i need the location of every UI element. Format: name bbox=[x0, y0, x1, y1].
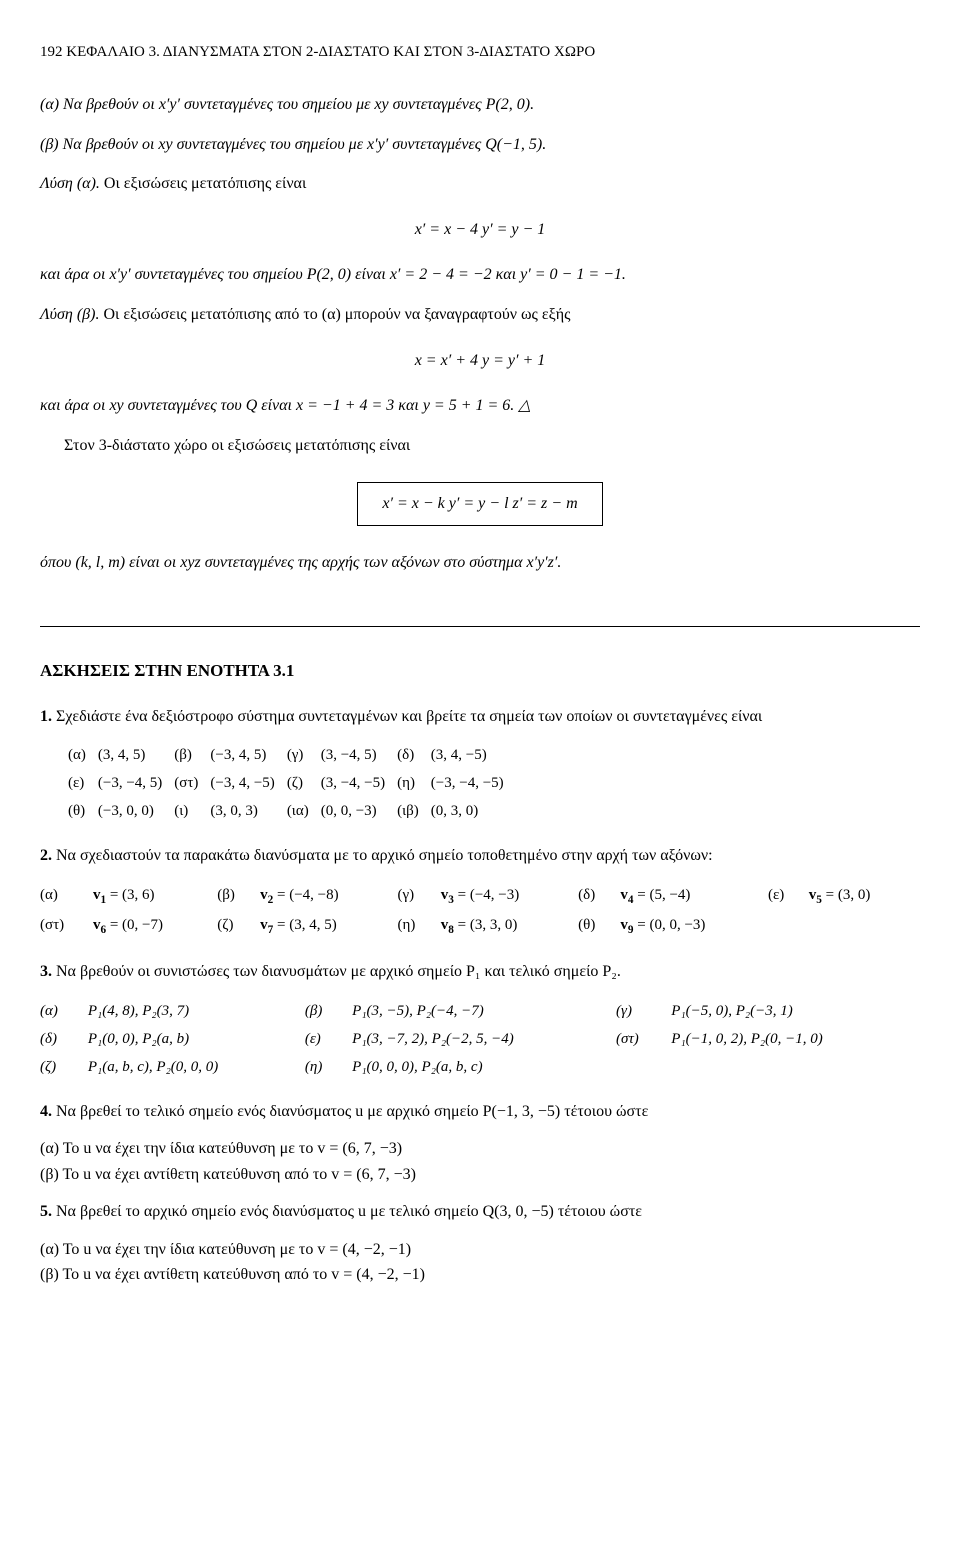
table-cell: (β) bbox=[217, 881, 260, 911]
table-cell: P₁(−5, 0), P₂(−3, 1) bbox=[671, 997, 920, 1025]
exercise-1-table: (α)(3, 4, 5)(β)(−3, 4, 5)(γ)(3, −4, 5)(δ… bbox=[68, 741, 516, 825]
table-cell: (−3, −4, −5) bbox=[431, 769, 516, 797]
table-cell: (στ) bbox=[40, 911, 93, 941]
table-cell: (ε) bbox=[68, 769, 98, 797]
table-cell: v9 = (0, 0, −3) bbox=[620, 911, 768, 941]
table-cell: P₁(a, b, c), P₂(0, 0, 0) bbox=[88, 1053, 305, 1081]
intro-3d: Στον 3-διάστατο χώρο οι εξισώσεις μετατό… bbox=[40, 433, 920, 459]
equation-box-3d: x′ = x − k y′ = y − l z′ = z − m bbox=[40, 482, 920, 526]
table-cell: (3, 4, 5) bbox=[98, 741, 174, 769]
table-cell: (0, 0, −3) bbox=[321, 797, 397, 825]
table-cell: P₁(3, −7, 2), P₂(−2, 5, −4) bbox=[352, 1025, 616, 1053]
table-cell: P₁(0, 0, 0), P₂(a, b, c) bbox=[352, 1053, 616, 1081]
equation-2: x = x′ + 4 y = y′ + 1 bbox=[40, 348, 920, 374]
table-cell: (δ) bbox=[40, 1025, 88, 1053]
table-cell: (δ) bbox=[397, 741, 431, 769]
exercise-1-intro: 1. Σχεδιάστε ένα δεξιόστροφο σύστημα συν… bbox=[40, 704, 920, 730]
page-header: 192 ΚΕΦΑΛΑΙΟ 3. ΔΙΑΝΥΣΜΑΤΑ ΣΤΟΝ 2-ΔΙΑΣΤΑ… bbox=[40, 40, 920, 64]
table-cell: (ζ) bbox=[217, 911, 260, 941]
table-cell: P₁(4, 8), P₂(3, 7) bbox=[88, 997, 305, 1025]
table-cell: v1 = (3, 6) bbox=[93, 881, 217, 911]
problem-a: (α) Να βρεθούν οι x′y′ συντεταγμένες του… bbox=[40, 92, 920, 118]
solution-a-result: και άρα οι x′y′ συντεταγμένες του σημείο… bbox=[40, 262, 920, 288]
table-cell: (α) bbox=[40, 881, 93, 911]
table-cell: (3, −4, −5) bbox=[321, 769, 397, 797]
exercise-2-table: (α)v1 = (3, 6)(β)v2 = (−4, −8)(γ)v3 = (−… bbox=[40, 881, 920, 941]
table-cell: (−3, 4, −5) bbox=[210, 769, 286, 797]
table-cell: (δ) bbox=[578, 881, 620, 911]
table-cell: (3, 4, −5) bbox=[431, 741, 516, 769]
table-cell: (ιβ) bbox=[397, 797, 431, 825]
table-cell: v5 = (3, 0) bbox=[809, 881, 920, 911]
table-cell: (γ) bbox=[287, 741, 321, 769]
table-cell: (στ) bbox=[616, 1025, 671, 1053]
table-cell: (α) bbox=[68, 741, 98, 769]
table-cell: (3, 0, 3) bbox=[210, 797, 286, 825]
table-cell: (θ) bbox=[68, 797, 98, 825]
solution-b-label: Λύση (β). Οι εξισώσεις μετατόπισης από τ… bbox=[40, 302, 920, 328]
table-cell: (β) bbox=[305, 997, 352, 1025]
exercise-4-a: (α) Το u να έχει την ίδια κατεύθυνση με … bbox=[40, 1136, 920, 1162]
table-cell bbox=[671, 1053, 920, 1081]
table-cell: P₁(0, 0), P₂(a, b) bbox=[88, 1025, 305, 1053]
table-cell: (3, −4, 5) bbox=[321, 741, 397, 769]
table-cell: v3 = (−4, −3) bbox=[441, 881, 578, 911]
exercise-4-b: (β) Το u να έχει αντίθετη κατεύθυνση από… bbox=[40, 1162, 920, 1188]
table-cell: (ι) bbox=[174, 797, 210, 825]
table-cell: (θ) bbox=[578, 911, 620, 941]
exercise-2-intro: 2. Να σχεδιαστούν τα παρακάτω διανύσματα… bbox=[40, 843, 920, 869]
solution-b-result: και άρα οι xy συντεταγμένες του Q είναι … bbox=[40, 393, 920, 419]
exercise-5-intro: 5. Να βρεθεί το αρχικό σημείο ενός διανύ… bbox=[40, 1199, 920, 1225]
table-cell: v8 = (3, 3, 0) bbox=[441, 911, 578, 941]
exercise-5-a: (α) Το u να έχει την ίδια κατεύθυνση με … bbox=[40, 1237, 920, 1263]
table-cell: v6 = (0, −7) bbox=[93, 911, 217, 941]
table-cell: P₁(−1, 0, 2), P₂(0, −1, 0) bbox=[671, 1025, 920, 1053]
table-cell: (ε) bbox=[768, 881, 809, 911]
table-cell: v2 = (−4, −8) bbox=[260, 881, 397, 911]
table-cell: (ζ) bbox=[287, 769, 321, 797]
table-cell: (γ) bbox=[398, 881, 441, 911]
exercise-4-intro: 4. Να βρεθεί το τελικό σημείο ενός διανύ… bbox=[40, 1099, 920, 1125]
table-cell: (ζ) bbox=[40, 1053, 88, 1081]
table-cell: v7 = (3, 4, 5) bbox=[260, 911, 397, 941]
table-cell: P₁(3, −5), P₂(−4, −7) bbox=[352, 997, 616, 1025]
exercises-title: ΑΣΚΗΣΕΙΣ ΣΤΗΝ ΕΝΟΤΗΤΑ 3.1 bbox=[40, 657, 920, 684]
table-cell: (−3, −4, 5) bbox=[98, 769, 174, 797]
table-cell: v4 = (5, −4) bbox=[620, 881, 768, 911]
table-cell: (0, 3, 0) bbox=[431, 797, 516, 825]
table-cell: (η) bbox=[397, 769, 431, 797]
table-cell: (στ) bbox=[174, 769, 210, 797]
table-cell: (γ) bbox=[616, 997, 671, 1025]
exercise-3-intro: 3. Να βρεθούν οι συνιστώσες των διανυσμά… bbox=[40, 959, 920, 985]
table-cell: (α) bbox=[40, 997, 88, 1025]
where-clause: όπου (k, l, m) είναι οι xyz συντεταγμένε… bbox=[40, 550, 920, 576]
solution-a-label: Λύση (α). Οι εξισώσεις μετατόπισης είναι bbox=[40, 171, 920, 197]
table-cell: (ε) bbox=[305, 1025, 352, 1053]
exercise-3-table: (α)P₁(4, 8), P₂(3, 7)(β)P₁(3, −5), P₂(−4… bbox=[40, 997, 920, 1081]
table-cell bbox=[616, 1053, 671, 1081]
table-cell: (η) bbox=[398, 911, 441, 941]
table-cell: (−3, 0, 0) bbox=[98, 797, 174, 825]
equation-1: x′ = x − 4 y′ = y − 1 bbox=[40, 217, 920, 243]
table-cell: (β) bbox=[174, 741, 210, 769]
table-cell: (η) bbox=[305, 1053, 352, 1081]
table-cell: (−3, 4, 5) bbox=[210, 741, 286, 769]
problem-b: (β) Να βρεθούν οι xy συντεταγμένες του σ… bbox=[40, 132, 920, 158]
table-cell: (ια) bbox=[287, 797, 321, 825]
section-divider bbox=[40, 626, 920, 627]
exercise-5-b: (β) Το u να έχει αντίθετη κατεύθυνση από… bbox=[40, 1262, 920, 1288]
